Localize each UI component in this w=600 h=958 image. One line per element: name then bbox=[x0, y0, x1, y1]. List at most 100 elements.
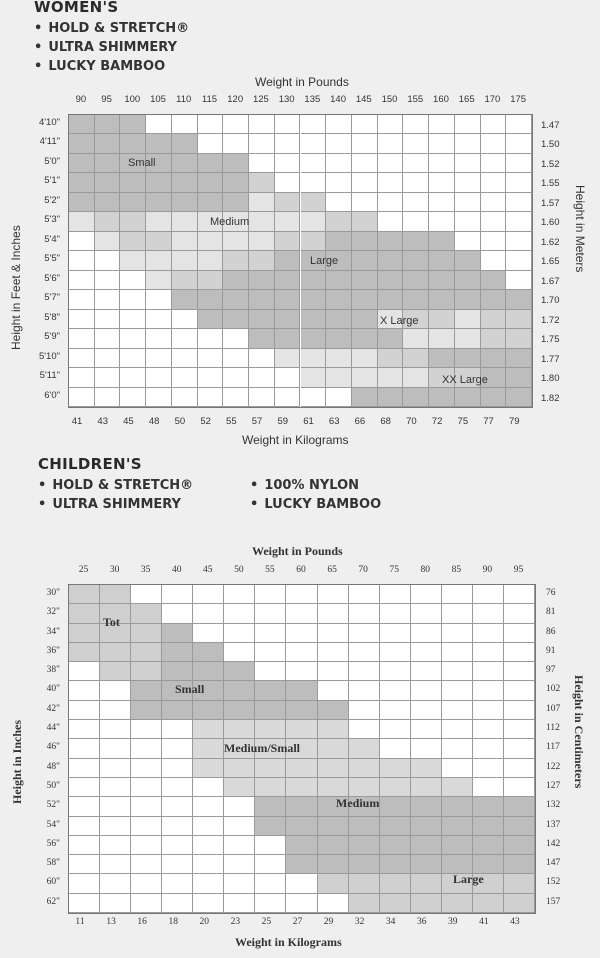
grid-cell bbox=[224, 739, 256, 759]
grid-cell bbox=[69, 604, 101, 624]
grid-cell bbox=[223, 153, 250, 174]
grid-cell bbox=[274, 212, 301, 232]
grid-cell bbox=[146, 387, 172, 407]
grid-cell bbox=[224, 662, 256, 682]
cm-tick: 157 bbox=[546, 896, 561, 907]
grid-cell bbox=[255, 720, 287, 740]
grid-cell bbox=[506, 368, 532, 388]
grid-cell bbox=[454, 348, 481, 369]
grid-cell bbox=[410, 855, 442, 875]
grid-cell bbox=[255, 777, 287, 798]
grid-cell bbox=[441, 835, 473, 856]
grid-cell bbox=[454, 212, 481, 232]
grid-cell bbox=[286, 797, 318, 817]
grid-cell bbox=[69, 585, 101, 605]
grid-cell bbox=[472, 739, 504, 759]
grid-cell bbox=[300, 173, 327, 193]
grid-cell bbox=[223, 368, 250, 388]
grid-cell bbox=[146, 329, 172, 349]
grid-cell bbox=[454, 368, 481, 388]
height-tick: 48" bbox=[46, 761, 60, 772]
grid-cell bbox=[503, 816, 535, 836]
grid-cell bbox=[377, 270, 404, 291]
grid-cell bbox=[193, 758, 225, 778]
grid-cell bbox=[94, 192, 121, 213]
grid-cell bbox=[69, 348, 95, 369]
grid-cell bbox=[472, 604, 504, 624]
grid-cell bbox=[379, 893, 411, 913]
kilogram-tick: 43 bbox=[97, 416, 108, 427]
pound-tick: 105 bbox=[150, 94, 166, 105]
grid-cell bbox=[472, 874, 504, 894]
pound-tick: 155 bbox=[407, 94, 424, 105]
grid-cell bbox=[429, 368, 455, 388]
kilogram-tick: 72 bbox=[431, 416, 443, 427]
grid-cell bbox=[171, 192, 198, 213]
grid-cell bbox=[171, 348, 198, 369]
grid-cell bbox=[348, 604, 380, 624]
grid-cell bbox=[410, 720, 442, 740]
grid-cell bbox=[317, 623, 349, 643]
grid-cell bbox=[472, 816, 504, 836]
grid-cell bbox=[224, 874, 256, 894]
pound-tick: 55 bbox=[265, 565, 275, 575]
grid-cell bbox=[441, 777, 473, 798]
grid-cell bbox=[162, 874, 194, 894]
grid-cell bbox=[255, 816, 287, 836]
height-tick: 32" bbox=[46, 607, 60, 618]
grid-cell bbox=[249, 348, 275, 369]
grid-cell bbox=[197, 115, 224, 135]
grid-cell bbox=[454, 173, 481, 193]
grid-cell bbox=[274, 153, 301, 174]
grid-cell bbox=[146, 368, 172, 388]
grid-cell bbox=[472, 720, 504, 740]
grid-cell bbox=[480, 173, 507, 193]
grid-cell bbox=[300, 270, 327, 291]
grid-cell bbox=[131, 700, 163, 721]
childrens-product-item: ULTRA SHIMMERY bbox=[38, 497, 193, 516]
grid-cell bbox=[255, 700, 287, 721]
cm-tick: 142 bbox=[546, 838, 561, 849]
grid-cell bbox=[69, 855, 101, 875]
kilogram-tick: 27 bbox=[292, 917, 303, 927]
grid-cell bbox=[286, 662, 318, 682]
grid-cell bbox=[94, 153, 121, 174]
grid-cell bbox=[410, 797, 442, 817]
grid-cell bbox=[429, 251, 455, 271]
grid-cell bbox=[403, 290, 430, 310]
pound-tick: 100 bbox=[124, 94, 141, 105]
grid-cell bbox=[348, 874, 380, 894]
height-tick: 6'0" bbox=[44, 389, 60, 401]
childrens-product-list-right: 100% NYLON LUCKY BAMBOO bbox=[250, 478, 381, 516]
grid-cell bbox=[403, 329, 430, 349]
grid-cell bbox=[120, 115, 147, 135]
pound-tick: 45 bbox=[203, 565, 213, 575]
grid-cell bbox=[454, 387, 481, 407]
grid-cell bbox=[377, 387, 404, 407]
grid-cell bbox=[317, 855, 349, 875]
grid-cell bbox=[171, 115, 198, 135]
pound-tick: 40 bbox=[171, 565, 182, 575]
cm-tick: 91 bbox=[546, 645, 556, 656]
grid-cell bbox=[377, 192, 404, 213]
grid-cell bbox=[255, 623, 287, 643]
grid-cell bbox=[223, 270, 250, 291]
grid-cell bbox=[348, 739, 380, 759]
kilogram-tick: 59 bbox=[277, 416, 289, 427]
grid-cell bbox=[317, 835, 349, 856]
grid-cell bbox=[377, 251, 404, 271]
grid-cell bbox=[441, 720, 473, 740]
height-tick: 36" bbox=[46, 645, 60, 656]
grid-cell bbox=[69, 777, 101, 798]
grid-cell bbox=[377, 368, 404, 388]
grid-cell bbox=[193, 585, 225, 605]
pound-tick: 85 bbox=[451, 565, 462, 575]
grid-cell bbox=[403, 192, 430, 213]
grid-cell bbox=[255, 835, 287, 856]
grid-cell bbox=[131, 662, 163, 682]
grid-cell bbox=[223, 251, 250, 271]
grid-cell bbox=[317, 604, 349, 624]
grid-cell bbox=[300, 115, 327, 135]
grid-cell bbox=[410, 662, 442, 682]
grid-cell bbox=[472, 662, 504, 682]
